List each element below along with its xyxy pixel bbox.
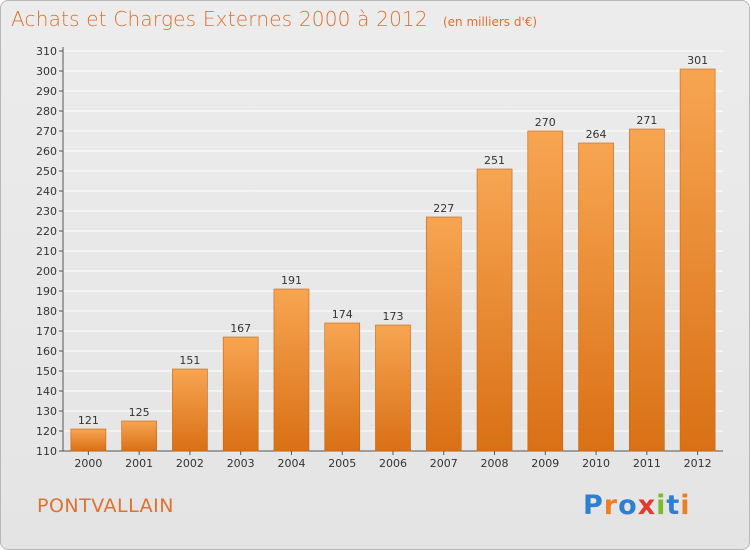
proxiti-logo[interactable]: Proxiti (583, 490, 691, 521)
y-tick-label: 300 (36, 65, 57, 78)
data-label: 251 (484, 154, 505, 167)
bar (425, 216, 462, 452)
data-label: 301 (687, 54, 708, 67)
y-tick-label: 140 (36, 385, 57, 398)
x-tick-label: 2010 (582, 457, 610, 470)
logo-letter: o (618, 490, 638, 521)
x-tick-label: 2002 (176, 457, 204, 470)
logo-letter: r (603, 490, 619, 521)
y-tick-label: 150 (36, 365, 57, 378)
data-label: 151 (179, 354, 200, 367)
logo-letter: t (666, 490, 681, 521)
y-tick-label: 120 (36, 425, 57, 438)
bar (121, 420, 157, 452)
bar (172, 368, 208, 452)
commune-name: PONTVALLAIN (37, 495, 174, 517)
bar (375, 324, 411, 452)
y-tick-label: 260 (36, 145, 57, 158)
data-label: 271 (636, 114, 657, 127)
data-label: 191 (281, 274, 302, 287)
x-tick-label: 2011 (633, 457, 661, 470)
y-tick-label: 180 (36, 305, 57, 318)
y-tick-label: 220 (36, 225, 57, 238)
logo-letter: i (680, 490, 691, 521)
data-label: 125 (129, 406, 150, 419)
y-tick-label: 210 (36, 245, 57, 258)
logo-letter: x (637, 490, 657, 521)
y-tick-label: 190 (36, 285, 57, 298)
data-label: 227 (433, 202, 454, 215)
x-tick-label: 2009 (531, 457, 559, 470)
x-tick-label: 2000 (74, 457, 102, 470)
y-tick-label: 280 (36, 105, 57, 118)
x-tick-label: 2003 (227, 457, 255, 470)
y-tick-label: 130 (36, 405, 57, 418)
bar (527, 130, 564, 452)
data-label: 270 (535, 116, 556, 129)
x-tick-label: 2001 (125, 457, 153, 470)
logo-letter: i (656, 490, 667, 521)
data-label: 173 (383, 310, 404, 323)
data-label: 121 (78, 414, 99, 427)
x-tick-label: 2004 (277, 457, 305, 470)
bars (70, 68, 716, 452)
bar (324, 322, 361, 452)
bar (578, 142, 614, 452)
y-tick-label: 230 (36, 205, 57, 218)
data-label: 264 (586, 128, 607, 141)
y-tick-label: 250 (36, 165, 57, 178)
bar (629, 128, 665, 452)
bar (222, 336, 259, 452)
x-tick-label: 2006 (379, 457, 407, 470)
y-tick-label: 310 (36, 45, 57, 58)
y-tick-label: 240 (36, 185, 57, 198)
x-tick-label: 2007 (430, 457, 458, 470)
x-tick-label: 2008 (481, 457, 509, 470)
x-tick-label: 2005 (328, 457, 356, 470)
bar (70, 428, 107, 452)
logo-letter: P (583, 490, 604, 521)
chart-unit-note: (en milliers d'€) (442, 15, 538, 29)
y-tick-label: 110 (36, 445, 57, 458)
bar (273, 288, 310, 452)
labels: 121 2000 125 2001 151 2002 167 2003 191 2004 174 20… (74, 54, 711, 470)
y-tick-label: 160 (36, 345, 57, 358)
y-tick-label: 200 (36, 265, 57, 278)
chart-title: Achats et Charges Externes 2000 à 2012 (11, 7, 428, 31)
title-row: Achats et Charges Externes 2000 à 2012 (… (11, 7, 537, 31)
data-label: 174 (332, 308, 353, 321)
bar (679, 68, 716, 452)
y-tick-label: 290 (36, 85, 57, 98)
x-tick-label: 2012 (684, 457, 712, 470)
y-tick-label: 170 (36, 325, 57, 338)
data-label: 167 (230, 322, 251, 335)
y-tick-label: 270 (36, 125, 57, 138)
bar (476, 168, 513, 452)
